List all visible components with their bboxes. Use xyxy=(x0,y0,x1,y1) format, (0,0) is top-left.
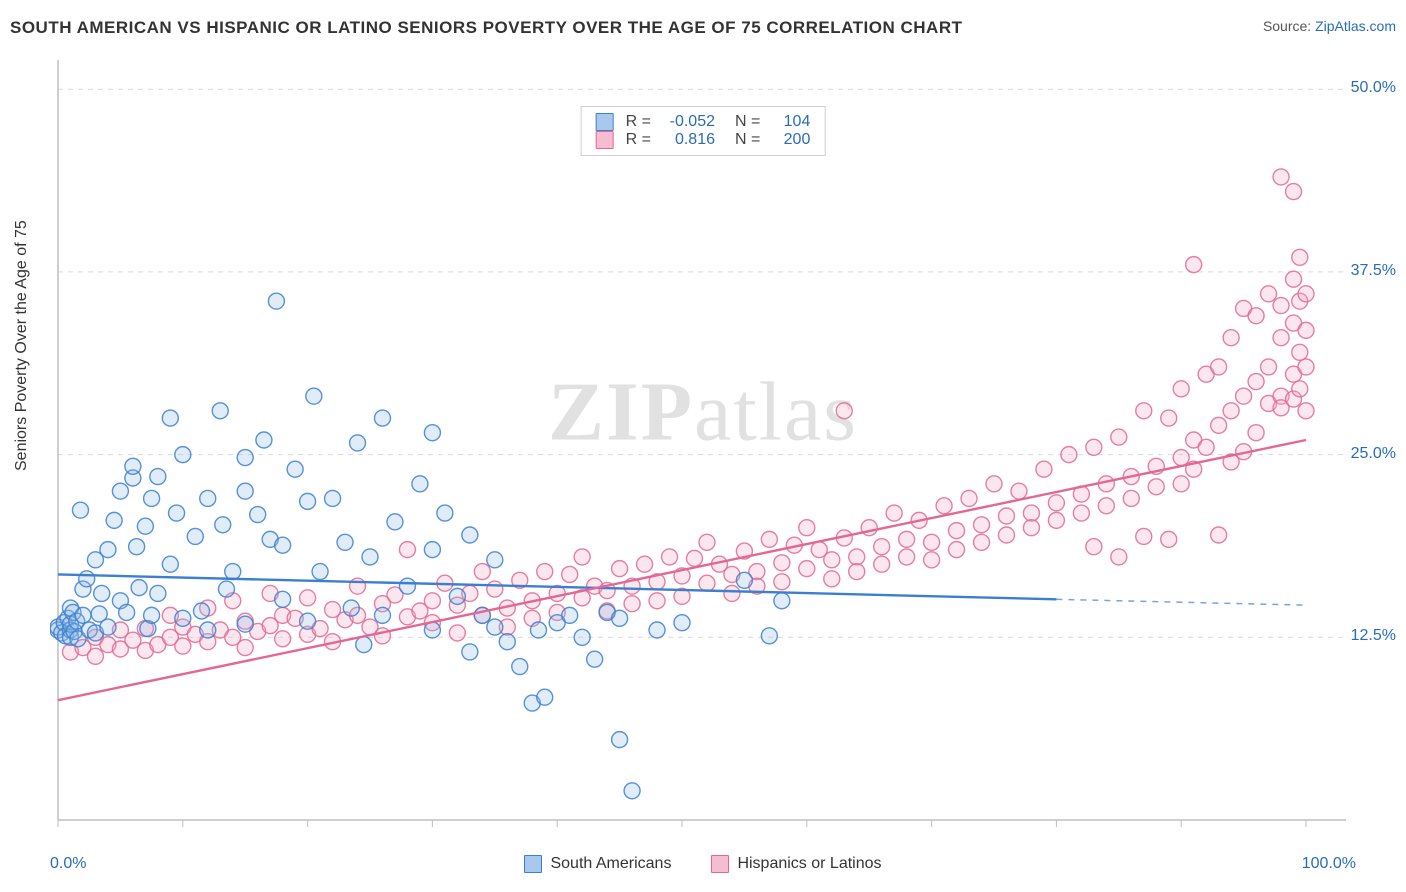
y-tick-label: 50.0% xyxy=(1351,79,1396,97)
stats-r-label: R = xyxy=(626,113,651,131)
stats-r-value: -0.052 xyxy=(663,113,715,131)
y-tick-label: 37.5% xyxy=(1351,262,1396,280)
legend-swatch xyxy=(524,855,542,873)
y-axis-label: Seniors Poverty Over the Age of 75 xyxy=(13,220,31,471)
stats-legend: R = -0.052 N = 104 R = 0.816 N = 200 xyxy=(581,106,826,156)
legend-item: South Americans xyxy=(524,855,671,873)
legend-swatch xyxy=(711,855,729,873)
y-tick-label: 25.0% xyxy=(1351,445,1396,463)
stats-n-label: N = xyxy=(735,113,760,131)
source-prefix: Source: xyxy=(1263,18,1315,34)
stats-swatch xyxy=(596,131,614,149)
y-tick-label: 12.5% xyxy=(1351,627,1396,645)
stats-r-value: 0.816 xyxy=(663,131,715,149)
legend-label: South Americans xyxy=(550,855,671,873)
stats-row: R = -0.052 N = 104 xyxy=(596,113,811,131)
legend-label: Hispanics or Latinos xyxy=(737,855,881,873)
stats-n-value: 104 xyxy=(772,113,810,131)
chart-container: Seniors Poverty Over the Age of 75 ZIPat… xyxy=(0,50,1406,892)
stats-swatch xyxy=(596,113,614,131)
legend-item: Hispanics or Latinos xyxy=(711,855,881,873)
stats-n-value: 200 xyxy=(772,131,810,149)
chart-title: SOUTH AMERICAN VS HISPANIC OR LATINO SEN… xyxy=(10,18,963,38)
source-link[interactable]: ZipAtlas.com xyxy=(1315,18,1396,34)
source-label: Source: ZipAtlas.com xyxy=(1263,18,1396,34)
scatter-chart xyxy=(50,50,1356,850)
stats-r-label: R = xyxy=(626,131,651,149)
stats-n-label: N = xyxy=(735,131,760,149)
stats-row: R = 0.816 N = 200 xyxy=(596,131,811,149)
series-legend: South Americans Hispanics or Latinos xyxy=(50,855,1356,873)
